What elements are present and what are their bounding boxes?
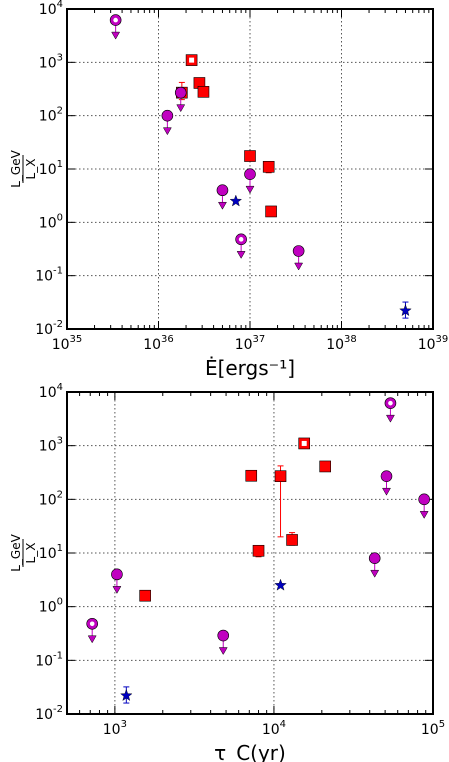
upper-limit-arrow xyxy=(218,201,227,210)
upper-limit-arrow xyxy=(236,251,246,259)
square-point xyxy=(274,470,287,482)
y-tick-label: 10-1 xyxy=(35,650,63,669)
plot-frame xyxy=(66,8,434,330)
upper-limit-arrow xyxy=(370,569,380,578)
y-tick-label: 102 xyxy=(39,489,63,508)
x-tick-label: 1038 xyxy=(326,334,357,353)
y-tick-label: 102 xyxy=(39,106,63,125)
square-point xyxy=(319,460,331,473)
circle-point xyxy=(292,245,305,257)
circle-point-hollow xyxy=(113,17,118,23)
circle-point xyxy=(418,493,430,506)
upper-limit-arrow xyxy=(87,635,97,644)
y-axis-label-numerator: L_GeV xyxy=(9,149,23,187)
upper-limit-arrow xyxy=(382,487,391,496)
y-axis-label-numerator: L_GeV xyxy=(9,533,23,571)
upper-limit-arrow xyxy=(176,104,186,113)
y-tick-label: 104 xyxy=(39,0,63,18)
y-axis-label-denominator: L_X xyxy=(24,159,38,180)
circle-point-hollow xyxy=(89,621,95,627)
y-tick-label: 104 xyxy=(39,382,63,401)
upper-limit-arrow xyxy=(112,586,122,594)
circle-point-hollow xyxy=(388,400,393,406)
y-tick-label: 100 xyxy=(39,212,63,231)
y-axis-label: L_GeV L_X xyxy=(9,533,38,571)
circle-point xyxy=(217,629,230,642)
square-point-hollow xyxy=(189,57,195,63)
y-tick-label: 10-2 xyxy=(35,319,63,338)
star-point xyxy=(399,304,412,317)
upper-limit-arrow xyxy=(294,262,304,271)
chart-bottom-tauc: 103 104 105 10-2 10-1 100 101 102 103 104 τ_C(yr) L… xyxy=(9,382,445,762)
square-point xyxy=(139,589,151,602)
y-tick-label: 103 xyxy=(39,436,63,455)
circle-point-hollow xyxy=(238,237,244,242)
y-axis-label-denominator: L_X xyxy=(24,543,38,564)
plot-frame xyxy=(66,391,434,715)
upper-limit-arrow xyxy=(218,647,228,656)
x-tick-label: 103 xyxy=(103,719,127,738)
square-point-hollow xyxy=(301,440,307,446)
x-tick-label: 104 xyxy=(262,719,286,738)
x-tick-label: 1039 xyxy=(418,334,449,353)
upper-limit-arrow xyxy=(419,511,429,519)
square-point xyxy=(265,205,277,218)
square-point xyxy=(197,86,210,98)
upper-limit-arrow xyxy=(386,414,395,423)
square-point xyxy=(245,469,258,482)
circle-point xyxy=(111,568,123,581)
upper-limit-arrow xyxy=(245,185,255,194)
star-point xyxy=(229,194,243,207)
y-tick-label: 101 xyxy=(39,159,63,178)
circle-point xyxy=(244,168,256,180)
star-point xyxy=(274,578,287,591)
upper-limit-arrow xyxy=(111,31,121,40)
x-tick-label: 1037 xyxy=(235,334,266,353)
square-point xyxy=(244,150,256,162)
x-tick-label: 1035 xyxy=(52,334,83,353)
circle-point xyxy=(368,552,381,565)
x-tick-label: 105 xyxy=(421,719,445,738)
x-tick-label: 1036 xyxy=(143,334,174,353)
chart-top-edot: 1035 1036 1037 1038 1039 10-2 10-1 100 101 102 103… xyxy=(9,0,448,380)
star-point xyxy=(120,689,133,701)
y-tick-label: 100 xyxy=(39,597,63,616)
square-point xyxy=(262,160,275,173)
y-tick-label: 10-1 xyxy=(35,266,63,285)
circle-point xyxy=(380,470,393,482)
square-point xyxy=(252,544,265,557)
y-tick-label: 10-2 xyxy=(35,704,63,723)
x-axis-label: Ė[ergs⁻¹] xyxy=(205,356,295,380)
y-axis-label: L_GeV L_X xyxy=(9,149,38,187)
y-tick-label: 103 xyxy=(39,52,63,71)
circle-point xyxy=(216,184,229,197)
circle-point xyxy=(174,86,187,99)
upper-limit-arrow xyxy=(162,127,172,136)
x-axis-label: τ_C(yr) xyxy=(214,741,286,762)
square-point xyxy=(286,534,298,546)
circle-point xyxy=(161,109,174,122)
y-tick-label: 101 xyxy=(39,543,63,562)
